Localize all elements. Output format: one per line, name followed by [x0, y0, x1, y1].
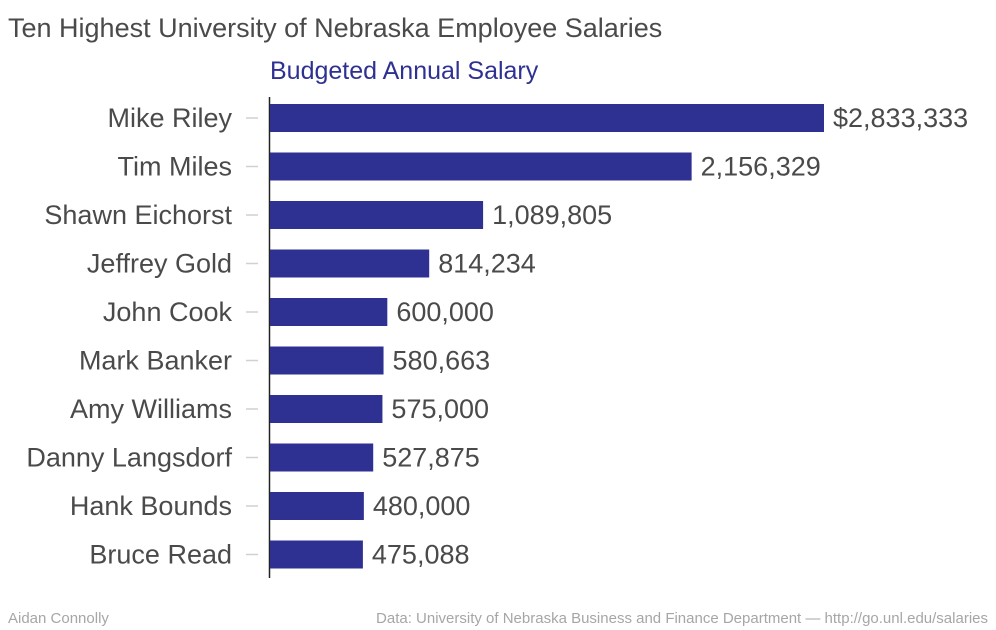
value-label-6: 575,000	[391, 394, 489, 424]
footer-source: Data: University of Nebraska Business an…	[376, 610, 988, 627]
category-label-9: Bruce Read	[89, 540, 232, 570]
value-label-8: 480,000	[373, 491, 471, 521]
bar-2	[270, 201, 484, 229]
chart-title: Ten Highest University of Nebraska Emplo…	[8, 13, 662, 43]
category-label-2: Shawn Eichorst	[44, 200, 232, 230]
chart-subtitle: Budgeted Annual Salary	[270, 57, 539, 85]
category-label-0: Mike Riley	[107, 103, 232, 133]
category-label-3: Jeffrey Gold	[87, 249, 232, 279]
category-label-8: Hank Bounds	[70, 491, 232, 521]
category-label-1: Tim Miles	[118, 152, 233, 182]
bars-group: Mike Riley $2,833,333 Tim Miles 2,156,329 Sh…	[26, 103, 968, 570]
value-label-2: 1,089,805	[492, 200, 612, 230]
category-label-6: Amy Williams	[70, 394, 232, 424]
bar-1	[270, 152, 692, 181]
bar-0	[270, 104, 824, 132]
value-label-1: 2,156,329	[701, 152, 821, 182]
value-label-7: 527,875	[382, 443, 480, 473]
bar-9	[270, 540, 363, 569]
value-label-9: 475,088	[372, 540, 470, 570]
bar-5	[270, 346, 384, 375]
category-label-5: Mark Banker	[79, 346, 232, 376]
bar-7	[270, 443, 374, 472]
bar-4	[270, 298, 388, 326]
category-label-4: John Cook	[103, 297, 233, 327]
category-label-7: Danny Langsdorf	[26, 443, 232, 473]
value-label-4: 600,000	[396, 297, 494, 327]
bar-8	[270, 492, 364, 520]
value-label-5: 580,663	[393, 346, 491, 376]
value-label-3: 814,234	[438, 249, 536, 279]
bar-3	[270, 249, 430, 278]
bar-6	[270, 395, 383, 423]
footer-credit: Aidan Connolly	[8, 610, 109, 627]
value-label-0: $2,833,333	[833, 103, 968, 133]
